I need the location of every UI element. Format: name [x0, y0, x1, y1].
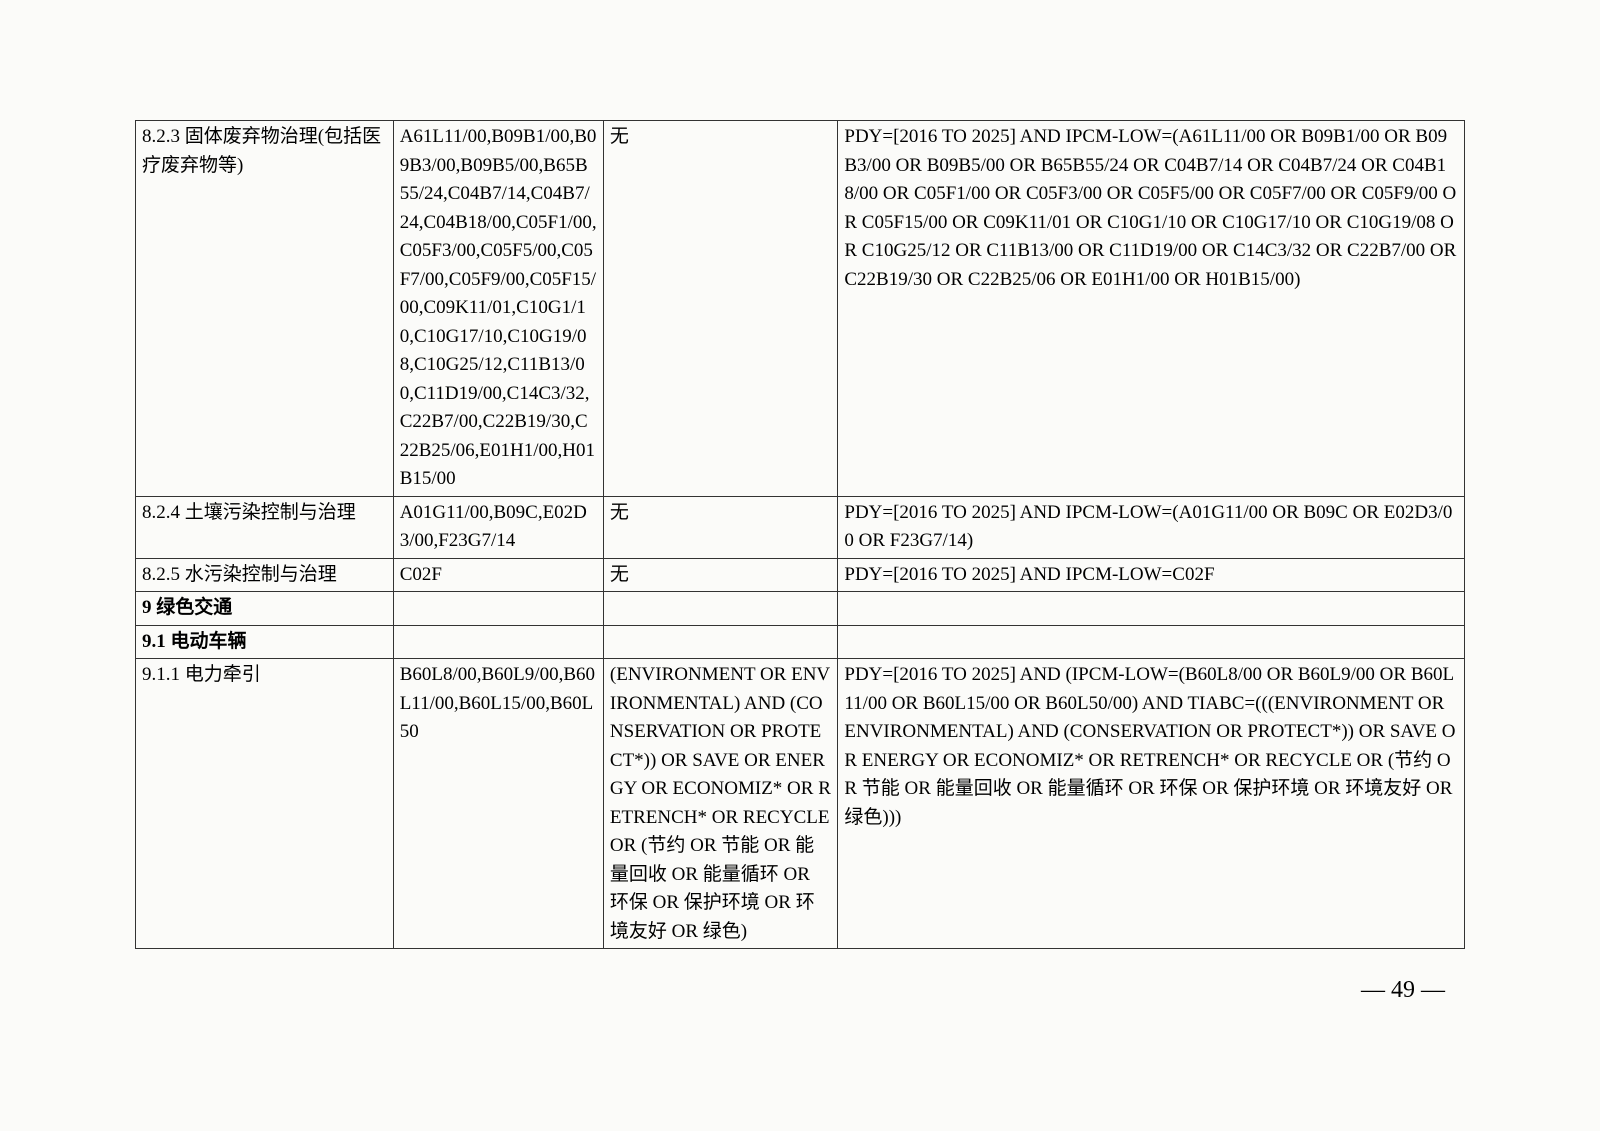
table-cell: PDY=[2016 TO 2025] AND (IPCM-LOW=(B60L8/…	[838, 659, 1465, 949]
classification-table: 8.2.3 固体废弃物治理(包括医疗废弃物等)A61L11/00,B09B1/0…	[135, 120, 1465, 949]
table-cell: 8.2.3 固体废弃物治理(包括医疗废弃物等)	[136, 121, 394, 497]
table-cell: A61L11/00,B09B1/00,B09B3/00,B09B5/00,B65…	[393, 121, 603, 497]
table-cell: 9.1.1 电力牵引	[136, 659, 394, 949]
table-cell	[393, 625, 603, 659]
table-row: 9.1.1 电力牵引B60L8/00,B60L9/00,B60L11/00,B6…	[136, 659, 1465, 949]
table-cell: 9.1 电动车辆	[136, 625, 394, 659]
table-cell	[838, 592, 1465, 626]
table-cell: 9 绿色交通	[136, 592, 394, 626]
page-number: — 49 —	[135, 977, 1465, 1004]
table-cell: 8.2.4 土壤污染控制与治理	[136, 496, 394, 558]
table-cell: B60L8/00,B60L9/00,B60L11/00,B60L15/00,B6…	[393, 659, 603, 949]
table-cell: C02F	[393, 558, 603, 592]
table-cell: 8.2.5 水污染控制与治理	[136, 558, 394, 592]
table-cell	[838, 625, 1465, 659]
table-cell: A01G11/00,B09C,E02D3/00,F23G7/14	[393, 496, 603, 558]
table-row: 8.2.3 固体废弃物治理(包括医疗废弃物等)A61L11/00,B09B1/0…	[136, 121, 1465, 497]
table-cell: 无	[603, 558, 837, 592]
table-cell: 无	[603, 121, 837, 497]
table-cell	[603, 625, 837, 659]
table-cell: PDY=[2016 TO 2025] AND IPCM-LOW=(A01G11/…	[838, 496, 1465, 558]
table-cell: PDY=[2016 TO 2025] AND IPCM-LOW=C02F	[838, 558, 1465, 592]
table-row: 8.2.5 水污染控制与治理C02F无PDY=[2016 TO 2025] AN…	[136, 558, 1465, 592]
table-cell: PDY=[2016 TO 2025] AND IPCM-LOW=(A61L11/…	[838, 121, 1465, 497]
table-cell	[603, 592, 837, 626]
table-cell	[393, 592, 603, 626]
table-row: 9 绿色交通	[136, 592, 1465, 626]
table-cell: 无	[603, 496, 837, 558]
table-cell: (ENVIRONMENT OR ENVIRONMENTAL) AND (CONS…	[603, 659, 837, 949]
table-row: 8.2.4 土壤污染控制与治理A01G11/00,B09C,E02D3/00,F…	[136, 496, 1465, 558]
table-row: 9.1 电动车辆	[136, 625, 1465, 659]
